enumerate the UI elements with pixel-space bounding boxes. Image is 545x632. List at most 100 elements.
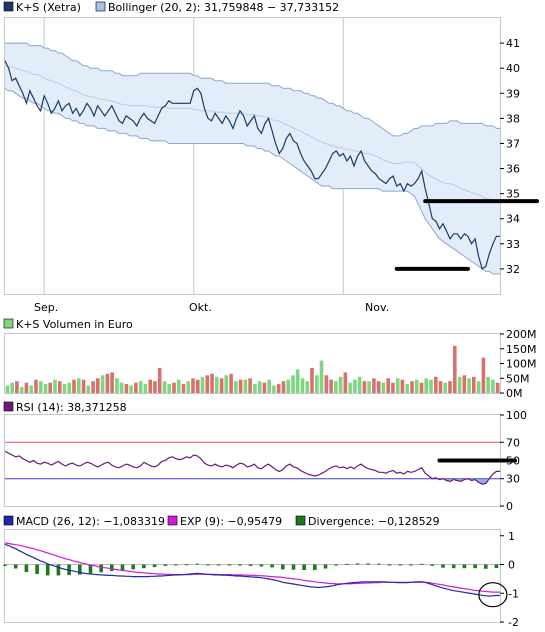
divergence-bar — [99, 564, 103, 573]
divergence-bar — [35, 564, 39, 574]
divergence-bar — [302, 564, 306, 570]
divergence-bar — [174, 564, 178, 566]
volume-bar — [162, 381, 167, 393]
price-plot — [4, 18, 539, 294]
volume-bar — [119, 382, 124, 393]
volume-legend: K+S Volumen in Euro — [3, 318, 133, 331]
bollinger-upper-line — [5, 42, 500, 137]
divergence-bar — [131, 564, 135, 570]
volume-bar — [357, 376, 362, 393]
volume-bar — [124, 384, 129, 393]
volume-bar — [434, 376, 438, 393]
x-label-sep: Sep. — [34, 301, 58, 314]
divergence-bar — [24, 564, 29, 572]
volume-bar — [438, 381, 443, 393]
volume-bar — [367, 381, 371, 393]
volume-bar — [286, 379, 290, 393]
volume-bar — [229, 373, 233, 393]
volume-bar — [234, 381, 238, 393]
volume-bar — [272, 385, 276, 393]
rsi-y-tick-label: 100 — [506, 409, 527, 422]
volume-bar — [310, 367, 314, 393]
volume-bar — [381, 382, 386, 393]
volume-bar — [86, 385, 91, 393]
volume-bar — [353, 379, 357, 393]
volume-bar — [291, 375, 295, 393]
macd-line — [4, 543, 500, 597]
volume-bar — [315, 375, 319, 393]
volume-bar — [257, 381, 262, 393]
price-y-tick-label: 40 — [506, 62, 520, 75]
volume-bar — [343, 372, 348, 393]
volume-bar — [267, 379, 271, 393]
rsi-plot — [4, 441, 517, 485]
volume-bar — [205, 375, 210, 393]
x-label-okt: Okt. — [189, 301, 212, 314]
divergence-bar — [387, 564, 392, 566]
volume-bar — [319, 360, 324, 393]
volume-bar — [148, 379, 152, 393]
divergence-bar — [13, 564, 18, 569]
price-y-tick-label: 37 — [506, 137, 520, 150]
legend-label-divergence: Divergence: −0,128529 — [308, 515, 440, 528]
rsi-y-axis: 0 30 50 70 100 — [500, 409, 527, 513]
volume-bar — [115, 378, 119, 394]
divergence-bar — [216, 564, 221, 566]
volume-bar — [96, 378, 100, 394]
volume-bar — [348, 382, 352, 393]
rsi-y-tick-label: 70 — [506, 436, 520, 449]
divergence-bar — [441, 564, 445, 568]
macd-plot — [3, 542, 508, 608]
macd-y-axis: -2 -1 0 1 — [500, 530, 519, 629]
price-y-tick-label: 33 — [506, 238, 520, 251]
volume-bar — [410, 381, 414, 393]
legend-label-macd: MACD (26, 12): −1,083319 — [16, 515, 165, 528]
volume-bar — [62, 384, 67, 393]
legend-label-volume: K+S Volumen in Euro — [16, 318, 133, 331]
rsi-legend: RSI (14): 38,371258 — [3, 401, 127, 414]
divergence-bar — [484, 564, 488, 569]
volume-bar — [143, 384, 148, 393]
volume-bar — [138, 381, 143, 393]
divergence-bar — [248, 564, 253, 566]
volume-bar — [15, 381, 19, 393]
volume-bar — [67, 382, 72, 393]
divergence-bar — [206, 564, 210, 566]
divergence-bar — [494, 564, 499, 568]
volume-bar — [53, 379, 57, 393]
bollinger-band-fill — [5, 43, 500, 274]
volume-bar — [334, 381, 338, 393]
volume-bar — [448, 381, 452, 393]
volume-bar — [486, 376, 490, 393]
volume-bar — [105, 373, 110, 393]
volume-bar — [77, 378, 81, 394]
divergence-bar — [238, 564, 242, 566]
volume-y-tick-label: 0M — [506, 387, 523, 400]
rsi-line — [4, 450, 500, 485]
volume-bar — [424, 378, 428, 394]
volume-bar — [224, 375, 229, 393]
volume-bar — [219, 378, 224, 394]
price-y-tick-label: 36 — [506, 163, 520, 176]
divergence-bar — [120, 564, 125, 570]
price-line — [4, 60, 500, 270]
divergence-bar — [259, 564, 264, 567]
volume-bar — [300, 378, 305, 394]
volume-bar — [243, 379, 248, 393]
divergence-bar — [345, 563, 349, 565]
divergence-bar — [3, 564, 7, 566]
volume-bar — [391, 382, 395, 393]
divergence-bar — [45, 564, 50, 576]
volume-bar — [453, 345, 457, 393]
price-y-tick-label: 32 — [506, 263, 520, 276]
volume-bar — [491, 379, 495, 393]
volume-bar — [281, 381, 286, 393]
volume-bar — [376, 381, 381, 393]
volume-bar — [48, 382, 52, 393]
volume-bar — [395, 378, 400, 394]
volume-y-tick-label: 100M — [506, 358, 537, 371]
price-y-tick-label: 34 — [506, 213, 520, 226]
legend-swatch-exp — [167, 515, 178, 526]
